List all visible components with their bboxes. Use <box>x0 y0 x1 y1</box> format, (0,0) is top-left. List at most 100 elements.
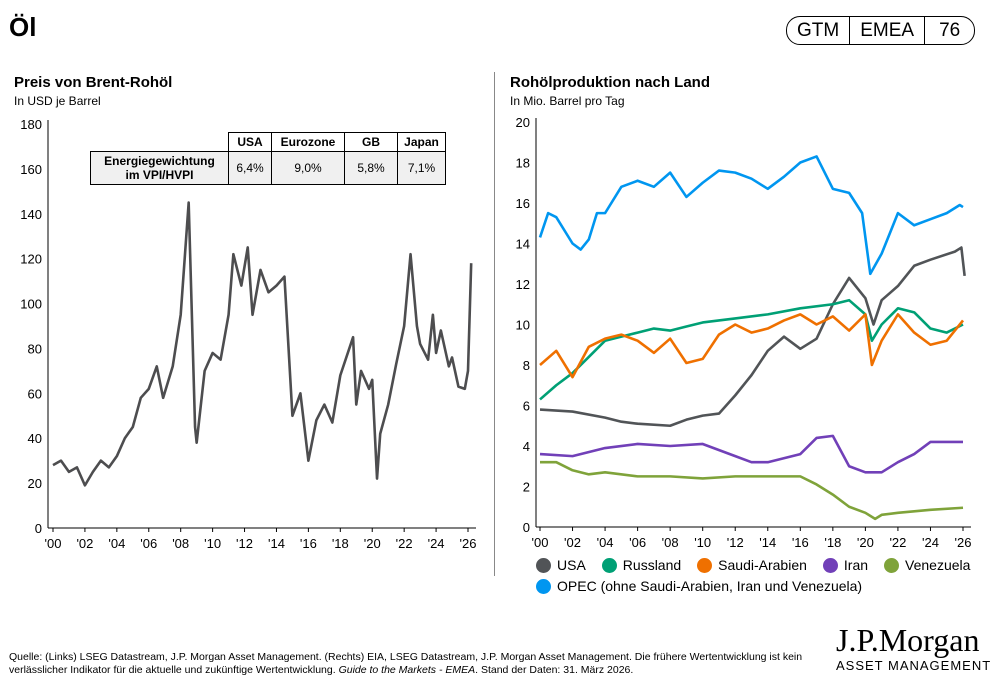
x-tick-label: '02 <box>564 535 581 550</box>
y-tick-label: 12 <box>516 277 530 292</box>
x-tick-label: '10 <box>204 536 221 551</box>
energy-weight-table: USA Eurozone GB Japan Energiegewichtung … <box>90 132 446 185</box>
legend-label: Venezuela <box>905 557 971 573</box>
x-tick-label: '22 <box>396 536 413 551</box>
legend-label: OPEC (ohne Saudi-Arabien, Iran und Venez… <box>557 578 863 594</box>
table-header: GB <box>344 132 398 152</box>
x-tick-label: '20 <box>364 536 381 551</box>
badge-gtm: GTM <box>787 17 851 44</box>
y-tick-label: 14 <box>516 237 530 252</box>
date-text: . Stand der Daten: 31. März 2026. <box>475 664 634 676</box>
right-chart-title: Rohölproduktion nach Land <box>510 74 710 91</box>
x-tick-label: '24 <box>922 535 939 550</box>
table-header: Japan <box>397 132 446 152</box>
x-tick-label: '04 <box>108 536 125 551</box>
legend-item: OPEC (ohne Saudi-Arabien, Iran und Venez… <box>536 578 976 594</box>
y-tick-label: 160 <box>20 162 42 177</box>
y-tick-label: 6 <box>523 399 530 414</box>
legend-item: Russland <box>601 557 682 573</box>
y-tick-label: 0 <box>523 520 530 535</box>
legend-item: Saudi-Arabien <box>697 557 807 573</box>
left-chart-title: Preis von Brent-Rohöl <box>14 74 173 91</box>
asset-management-logo: ASSET MANAGEMENT <box>836 658 992 673</box>
series-line <box>538 155 964 276</box>
x-tick-label: '06 <box>629 535 646 550</box>
table-header: Eurozone <box>271 132 345 152</box>
x-tick-label: '12 <box>727 535 744 550</box>
badge-region: EMEA <box>850 17 926 44</box>
table-cell: 5,8% <box>344 151 398 185</box>
legend-dot-icon <box>601 557 617 573</box>
page-title: Öl <box>9 12 37 42</box>
legend-label: Saudi-Arabien <box>718 557 807 573</box>
guide-text: Guide to the Markets - EMEA <box>338 664 476 676</box>
x-tick-label: '20 <box>857 535 874 550</box>
legend-dot-icon <box>536 578 551 594</box>
table-header-empty <box>90 132 229 152</box>
x-tick-label: '22 <box>889 535 906 550</box>
legend-label: Russland <box>622 557 682 573</box>
left-chart-subtitle: In USD je Barrel <box>14 94 101 108</box>
right-chart-subtitle: In Mio. Barrel pro Tag <box>510 94 625 108</box>
y-tick-label: 10 <box>516 318 530 333</box>
x-tick-label: '14 <box>759 535 776 550</box>
legend-item: USA <box>536 557 586 573</box>
x-tick-label: '16 <box>300 536 317 551</box>
legend-label: Iran <box>843 557 869 573</box>
legend: USA Russland Saudi-Arabien Iran Venezuel… <box>536 557 976 594</box>
table-cell: 6,4% <box>228 151 272 185</box>
series-line <box>539 298 964 401</box>
x-tick-label: '18 <box>332 536 349 551</box>
y-tick-label: 20 <box>516 115 530 130</box>
y-tick-label: 0 <box>35 521 42 536</box>
legend-dot-icon <box>884 557 900 573</box>
legend-dot-icon <box>822 557 838 573</box>
footnote: Quelle: (Links) LSEG Datastream, J.P. Mo… <box>9 651 819 677</box>
y-tick-label: 20 <box>28 476 42 491</box>
y-tick-label: 4 <box>523 439 530 454</box>
series-line <box>540 460 964 521</box>
y-tick-label: 40 <box>28 431 42 446</box>
table-cell: 9,0% <box>271 151 345 185</box>
y-tick-label: 100 <box>20 297 42 312</box>
y-tick-label: 140 <box>20 207 42 222</box>
x-tick-label: '26 <box>460 536 477 551</box>
series-line <box>52 201 473 487</box>
y-tick-label: 80 <box>28 341 42 356</box>
x-tick-label: '16 <box>792 535 809 550</box>
x-tick-label: '06 <box>140 536 157 551</box>
x-tick-label: '04 <box>597 535 614 550</box>
x-tick-label: '00 <box>532 535 549 550</box>
y-tick-label: 60 <box>28 386 42 401</box>
jpmorgan-logo: J.P.Morgan <box>836 622 980 658</box>
x-tick-label: '24 <box>428 536 445 551</box>
legend-dot-icon <box>536 557 551 573</box>
x-tick-label: '08 <box>172 536 189 551</box>
y-tick-label: 16 <box>516 196 530 211</box>
gtm-badge: GTM EMEA 76 <box>786 16 976 45</box>
y-tick-label: 120 <box>20 252 42 267</box>
y-tick-label: 8 <box>523 358 530 373</box>
y-tick-label: 180 <box>20 117 42 132</box>
series-line <box>539 313 965 379</box>
x-tick-label: '18 <box>824 535 841 550</box>
x-tick-label: '10 <box>694 535 711 550</box>
x-tick-label: '00 <box>45 536 62 551</box>
legend-label: USA <box>557 557 586 573</box>
x-tick-label: '26 <box>955 535 972 550</box>
x-tick-label: '02 <box>76 536 93 551</box>
x-tick-label: '08 <box>662 535 679 550</box>
y-tick-label: 2 <box>523 480 530 495</box>
divider <box>494 72 495 576</box>
badge-page: 76 <box>939 20 961 41</box>
legend-dot-icon <box>697 557 713 573</box>
table-cell: 7,1% <box>397 151 446 185</box>
legend-item: Venezuela <box>884 557 970 573</box>
y-tick-label: 18 <box>516 156 530 171</box>
x-tick-label: '14 <box>268 536 285 551</box>
x-tick-label: '12 <box>236 536 253 551</box>
table-row-label: Energiegewichtung im VPI/HVPI <box>90 151 229 185</box>
series-line <box>539 246 966 428</box>
table-header: USA <box>228 132 272 152</box>
